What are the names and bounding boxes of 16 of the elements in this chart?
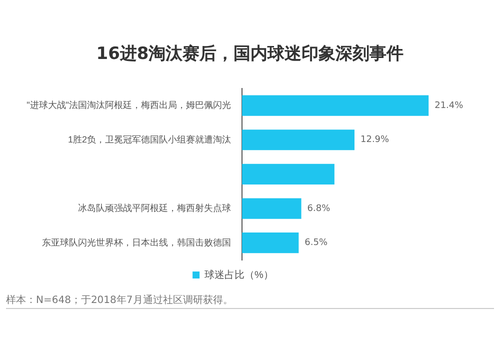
data-label: 6.8% bbox=[307, 204, 331, 214]
data-label: 12.9% bbox=[360, 135, 390, 146]
data-label: 21.4% bbox=[434, 100, 464, 111]
y-tick-label: 冰岛队顽强战平阿根廷，梅西射失点球 bbox=[78, 203, 231, 214]
y-tick-label: "进球大战"法国淘汰阿根廷，梅西出局，姆巴佩闪光 bbox=[26, 100, 231, 110]
data-label: 6.5% bbox=[304, 238, 328, 248]
bar bbox=[242, 130, 354, 150]
text: 样本：N=648；于2018年7月通过社区调研获得。 bbox=[6, 294, 233, 307]
bar bbox=[242, 232, 299, 254]
chart-title: 16进8淘汰赛后，国内球迷印象深刻事件 bbox=[95, 43, 405, 65]
bar bbox=[242, 95, 429, 116]
y-tick-label: 东亚球队闪光世界杯，日本出线，韩国击败德国 bbox=[42, 237, 231, 248]
bar bbox=[242, 198, 302, 219]
legend-label: 球迷占比（%） bbox=[204, 268, 274, 281]
bar bbox=[242, 164, 334, 184]
y-tick-label: 1胜2负，卫冕冠军德国队小组赛就遭淘汰 bbox=[68, 134, 231, 144]
